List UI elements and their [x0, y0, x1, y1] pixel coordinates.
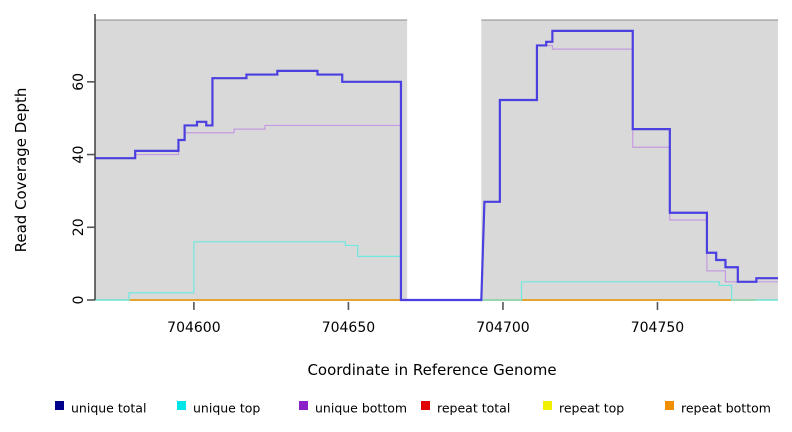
chart-legend: unique total unique top unique bottom repea… [55, 401, 771, 416]
x-axis-tick-labels: 704600 704650 704700 704750 [167, 320, 684, 336]
y-tick-label: 40 [71, 146, 87, 164]
legend-swatch-unique-total [55, 401, 64, 410]
y-axis-tick-labels: 0 20 40 60 [71, 73, 87, 305]
series-line-unique-total [95, 29, 778, 302]
x-axis-label: Coordinate in Reference Genome [307, 361, 556, 379]
legend-label-unique-bottom: unique bottom [315, 401, 407, 416]
y-tick-label: 60 [71, 73, 87, 91]
y-tick-label: 20 [71, 218, 87, 236]
y-tick-label: 0 [71, 296, 87, 305]
legend-swatch-repeat-top [543, 401, 552, 410]
legend-swatch-repeat-total [421, 401, 430, 410]
x-axis-ticks [193, 302, 659, 310]
x-tick-label: 704650 [322, 320, 375, 336]
y-axis-ticks [87, 81, 95, 301]
axes-group [87, 14, 659, 310]
legend-label-unique-top: unique top [193, 401, 260, 416]
x-tick-label: 704750 [631, 320, 684, 336]
y-axis-label: Read Coverage Depth [12, 88, 30, 253]
x-tick-label: 704700 [476, 320, 529, 336]
legend-label-repeat-total: repeat total [437, 401, 510, 416]
legend-swatch-repeat-bottom [665, 401, 674, 410]
plot-panel-background [95, 19, 778, 300]
x-tick-label: 704600 [167, 320, 220, 336]
legend-label-repeat-top: repeat top [559, 401, 624, 416]
legend-swatch-unique-top [177, 401, 186, 410]
legend-label-unique-total: unique total [71, 401, 146, 416]
legend-label-repeat-bottom: repeat bottom [681, 401, 771, 416]
data-series-group [95, 29, 778, 302]
legend-swatch-unique-bottom [299, 401, 308, 410]
